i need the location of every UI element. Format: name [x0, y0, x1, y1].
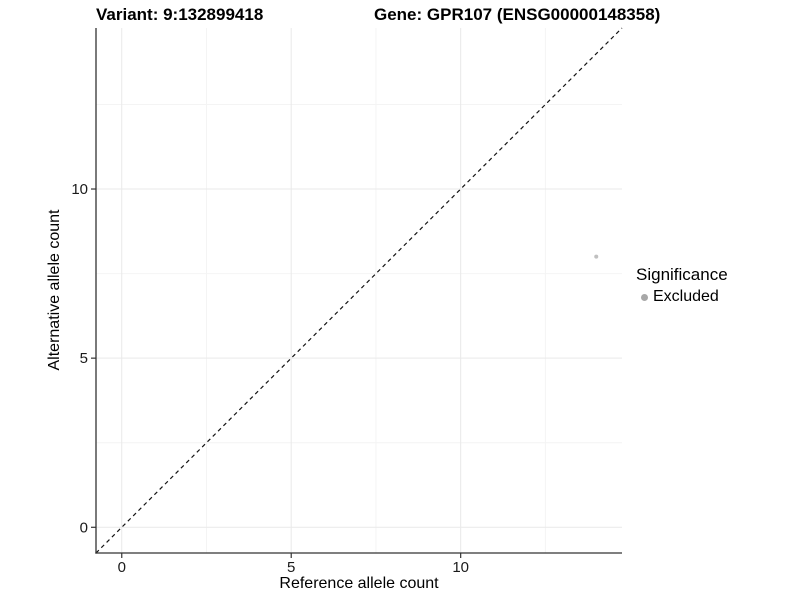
- x-axis-title: Reference allele count: [279, 575, 439, 592]
- data-point: [594, 254, 599, 259]
- legend-title: Significance: [636, 265, 728, 284]
- plot-title-gene: Gene: GPR107 (ENSG00000148358): [374, 5, 661, 24]
- legend-item-label: Excluded: [653, 288, 719, 305]
- x-tick-label: 10: [452, 559, 469, 576]
- x-tick-label: 5: [287, 559, 295, 576]
- y-tick-label: 10: [71, 181, 88, 198]
- plot-panel: 0 5 10 0 5 10: [71, 27, 623, 576]
- plot-title-variant: Variant: 9:132899418: [96, 5, 264, 24]
- y-tick-label: 0: [80, 519, 88, 536]
- legend-point-icon: [641, 293, 648, 301]
- y-tick-label: 5: [80, 350, 88, 367]
- x-tick-label: 0: [118, 559, 126, 576]
- identity-dashed-line: [95, 27, 623, 554]
- legend: Significance Excluded: [636, 265, 728, 306]
- legend-item-excluded: Excluded: [636, 288, 728, 306]
